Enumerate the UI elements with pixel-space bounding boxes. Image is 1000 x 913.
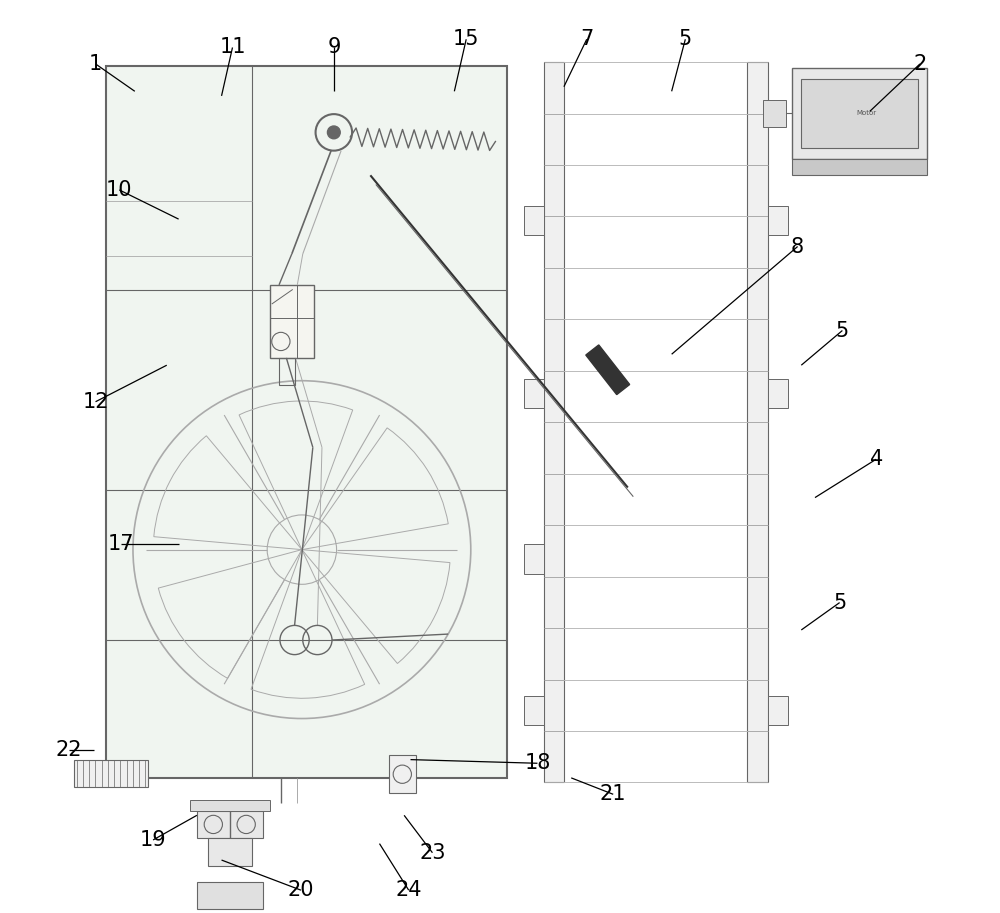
Text: 20: 20 — [288, 880, 314, 900]
Bar — [270, 285, 314, 358]
Bar — [768, 379, 788, 408]
Bar — [768, 696, 788, 725]
Polygon shape — [586, 345, 630, 394]
Bar — [524, 379, 544, 408]
Text: 23: 23 — [419, 843, 446, 863]
Bar — [208, 838, 252, 866]
Bar — [544, 62, 564, 782]
Bar — [747, 62, 768, 782]
Bar — [524, 696, 544, 725]
Bar — [524, 544, 544, 573]
Text: 10: 10 — [106, 180, 133, 200]
Text: 21: 21 — [600, 784, 626, 804]
Bar — [792, 159, 927, 175]
Bar — [763, 100, 786, 127]
Bar — [524, 205, 544, 235]
Text: 8: 8 — [791, 236, 804, 257]
Text: 7: 7 — [580, 29, 593, 49]
Bar — [389, 755, 416, 793]
Circle shape — [327, 126, 340, 139]
Bar — [768, 205, 788, 235]
Text: 2: 2 — [913, 54, 927, 74]
Text: 1: 1 — [89, 54, 102, 74]
Bar — [106, 66, 507, 778]
Bar — [190, 800, 270, 811]
Bar — [197, 882, 263, 909]
Text: 15: 15 — [453, 29, 479, 49]
Text: 9: 9 — [327, 37, 341, 58]
Text: 24: 24 — [395, 880, 422, 900]
Text: 11: 11 — [219, 37, 246, 58]
Text: 19: 19 — [140, 830, 166, 850]
Text: 5: 5 — [679, 29, 692, 49]
Text: 17: 17 — [108, 534, 134, 554]
Bar — [279, 358, 295, 385]
Text: 22: 22 — [56, 740, 82, 761]
Text: Motor: Motor — [856, 110, 877, 116]
Text: 5: 5 — [836, 320, 849, 341]
Text: 4: 4 — [870, 449, 883, 469]
Bar — [74, 760, 148, 787]
Text: 12: 12 — [82, 392, 109, 412]
Bar — [801, 79, 918, 148]
Bar — [197, 811, 263, 838]
Bar — [792, 68, 927, 159]
Text: 18: 18 — [524, 753, 551, 773]
Text: 5: 5 — [833, 593, 846, 613]
